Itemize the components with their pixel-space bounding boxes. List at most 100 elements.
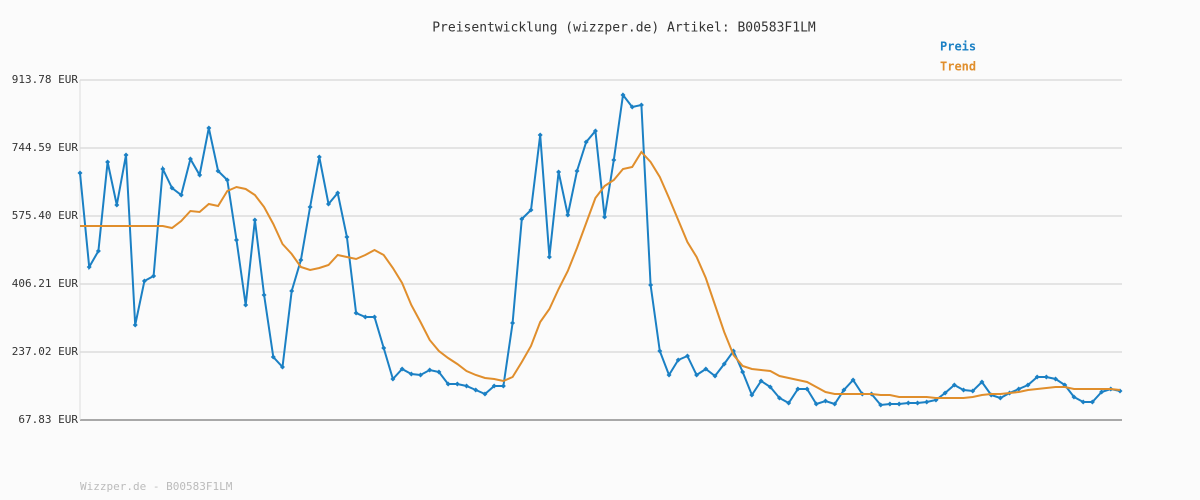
y-tick-label: 575.40 EUR <box>12 209 79 222</box>
point-marker <box>694 372 700 378</box>
point-marker <box>703 366 709 372</box>
point-marker <box>1034 374 1040 380</box>
point-marker <box>546 254 552 260</box>
point-marker <box>915 400 921 406</box>
point-marker <box>500 383 506 389</box>
point-marker <box>648 282 654 288</box>
point-marker <box>187 156 193 162</box>
point-marker <box>611 157 617 163</box>
footer: Wizzper.de - B00583F1LM <box>80 480 233 493</box>
point-marker <box>178 192 184 198</box>
point-marker <box>1089 399 1095 405</box>
point-marker <box>86 264 92 270</box>
point-marker <box>602 214 608 220</box>
point-marker <box>418 372 424 378</box>
y-tick-label: 744.59 EUR <box>12 141 79 154</box>
point-marker <box>427 367 433 373</box>
y-tick-label: 237.02 EUR <box>12 345 79 358</box>
point-marker <box>740 369 746 375</box>
point-marker <box>344 234 350 240</box>
point-marker <box>114 202 120 208</box>
point-marker <box>243 302 249 308</box>
point-marker <box>206 125 212 131</box>
point-marker <box>924 399 930 405</box>
point-marker <box>408 371 414 377</box>
y-tick-label: 67.83 EUR <box>18 413 78 426</box>
point-marker <box>565 212 571 218</box>
point-marker <box>289 288 295 294</box>
point-marker <box>970 388 976 394</box>
point-marker <box>215 168 221 174</box>
point-marker <box>519 216 525 222</box>
series-line <box>79 92 1121 407</box>
point-marker <box>997 395 1003 401</box>
point-marker <box>105 159 111 165</box>
point-marker <box>399 366 405 372</box>
point-marker <box>151 273 157 279</box>
legend-label: Preis <box>940 40 976 54</box>
point-marker <box>666 372 672 378</box>
point-marker <box>620 92 626 98</box>
legend-label: Trend <box>940 60 976 74</box>
point-marker <box>335 190 341 196</box>
point-marker <box>1071 394 1077 400</box>
point-marker <box>684 353 690 359</box>
point-marker <box>786 400 792 406</box>
point-marker <box>657 348 663 354</box>
point-marker <box>1016 386 1022 392</box>
point-marker <box>638 102 644 108</box>
point-marker <box>252 217 258 223</box>
point-marker <box>961 387 967 393</box>
point-marker <box>721 361 727 367</box>
point-marker <box>325 201 331 207</box>
point-marker <box>813 401 819 407</box>
point-marker <box>510 320 516 326</box>
point-marker <box>1099 389 1105 395</box>
point-marker <box>749 392 755 398</box>
point-marker <box>270 354 276 360</box>
point-marker <box>804 386 810 392</box>
point-marker <box>905 400 911 406</box>
point-marker <box>1025 382 1031 388</box>
point-marker <box>1053 376 1059 382</box>
point-marker <box>353 310 359 316</box>
point-marker <box>224 177 230 183</box>
point-marker <box>629 104 635 110</box>
point-marker <box>390 376 396 382</box>
point-marker <box>951 382 957 388</box>
point-marker <box>381 345 387 351</box>
point-marker <box>95 248 101 254</box>
point-marker <box>528 207 534 213</box>
point-marker <box>850 377 856 383</box>
point-marker <box>776 395 782 401</box>
point-marker <box>279 364 285 370</box>
point-marker <box>491 383 497 389</box>
point-marker <box>583 139 589 145</box>
point-marker <box>316 154 322 160</box>
point-marker <box>454 381 460 387</box>
point-marker <box>473 387 479 393</box>
y-tick-label: 913.78 EUR <box>12 73 79 86</box>
point-marker <box>1080 399 1086 405</box>
point-marker <box>878 402 884 408</box>
point-marker <box>372 314 378 320</box>
point-marker <box>574 168 580 174</box>
point-marker <box>464 383 470 389</box>
point-marker <box>795 386 801 392</box>
point-marker <box>233 237 239 243</box>
point-marker <box>758 378 764 384</box>
point-marker <box>123 152 129 158</box>
point-marker <box>675 357 681 363</box>
series-line <box>80 150 1121 399</box>
point-marker <box>979 379 985 385</box>
point-marker <box>169 185 175 191</box>
y-tick-label: 406.21 EUR <box>12 277 79 290</box>
point-marker <box>822 398 828 404</box>
point-marker <box>767 384 773 390</box>
point-marker <box>482 391 488 397</box>
point-marker <box>1043 374 1049 380</box>
point-marker <box>556 169 562 175</box>
point-marker <box>841 387 847 393</box>
point-marker <box>132 322 138 328</box>
